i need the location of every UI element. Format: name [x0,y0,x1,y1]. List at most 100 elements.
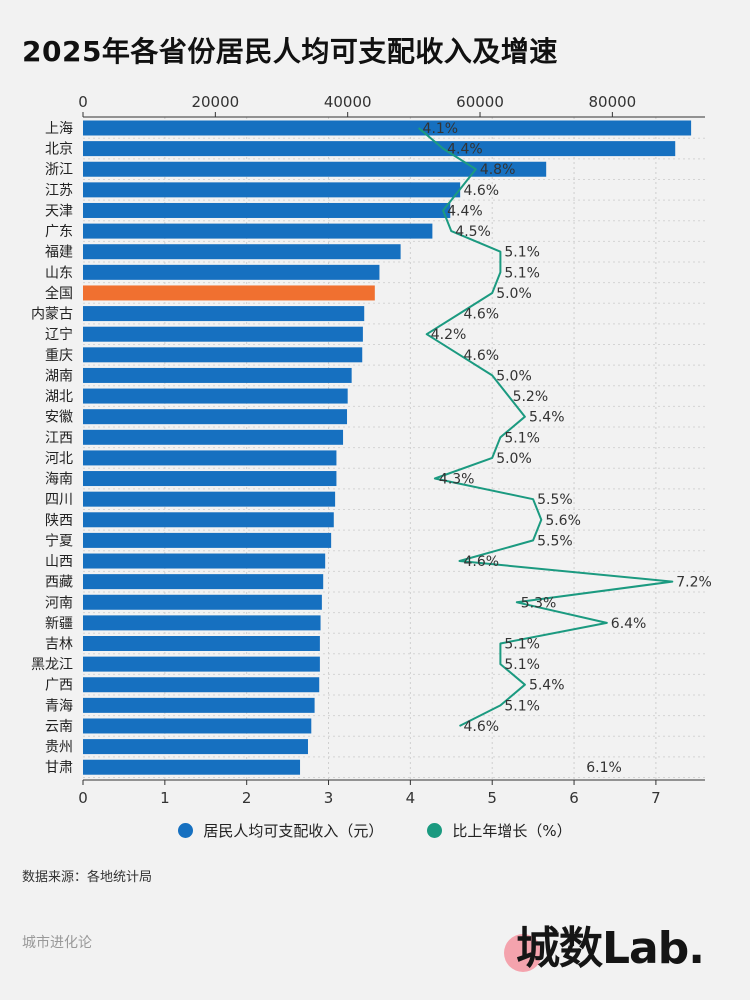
category-label: 广西 [45,678,73,694]
category-label: 贵州 [45,740,73,756]
category-label: 湖南 [45,368,73,384]
category-label: 辽宁 [45,326,73,343]
category-label: 青海 [45,698,73,714]
growth-label: 4.4% [447,142,483,158]
legend-item-growth: 比上年增长（%） [427,820,572,841]
bottom-axis-tick-label: 2 [242,789,252,807]
legend-label-income: 居民人均可支配收入（元） [203,822,384,840]
bottom-axis-tick-label: 3 [324,789,334,807]
growth-label: 5.1% [504,637,540,653]
top-axis-tick-label: 20000 [191,93,239,111]
growth-label: 4.6% [463,554,499,570]
category-label: 陕西 [45,513,73,529]
category-label: 云南 [45,719,73,735]
bar [83,264,380,280]
growth-label: 5.4% [529,410,565,426]
category-label: 浙江 [45,162,73,178]
bottom-axis-tick-label: 6 [569,789,579,807]
bottom-axis-tick-label: 4 [406,789,416,807]
bar [83,367,352,383]
bar [83,471,337,487]
bar [83,512,334,528]
category-label: 海南 [45,472,73,488]
legend-swatch-income [178,823,194,838]
logo-text: 城数Lab. [516,923,705,974]
category-label: 广东 [45,224,73,240]
growth-label: 7.2% [676,575,712,591]
growth-label: 4.2% [431,327,467,343]
legend-item-income: 居民人均可支配收入（元） [178,820,383,841]
legend: 居民人均可支配收入（元） 比上年增长（%） [0,820,750,841]
data-source: 数据来源：各地统计局 [22,870,153,885]
bar [83,718,312,734]
category-label: 甘肃 [45,760,73,776]
growth-label: 4.4% [447,203,483,219]
bar [83,326,363,342]
category-label: 宁夏 [45,532,73,549]
logo-circle-icon [504,934,542,972]
category-label: 上海 [45,121,73,137]
bar [83,388,348,404]
category-label: 全国 [45,285,73,302]
brand-logo: 城数Lab. [502,900,732,980]
growth-label: 5.4% [529,678,565,694]
category-label: 福建 [45,245,73,261]
growth-label: 5.1% [504,265,540,281]
bottom-axis-tick-label: 5 [487,789,497,807]
bar [83,141,676,157]
bar [83,553,326,569]
growth-label: 4.3% [439,472,475,488]
growth-label: 4.5% [455,224,491,240]
category-label: 山东 [45,265,73,281]
bar [83,677,320,693]
bar [83,161,547,177]
bar [83,450,337,466]
bar [83,491,336,507]
category-label: 山西 [45,554,73,570]
growth-label: 4.1% [423,121,459,137]
bar [83,656,320,672]
category-label: 吉林 [45,637,73,653]
growth-label: 5.1% [504,245,540,261]
bar [83,574,324,590]
bar [83,636,320,651]
growth-label: 5.3% [521,595,557,611]
bar [83,244,401,260]
bar [83,223,433,239]
growth-label: 4.6% [463,307,499,323]
category-label: 江苏 [45,183,73,199]
growth-label: 4.8% [480,162,516,178]
bar [83,182,461,198]
growth-label: 5.5% [537,492,573,508]
growth-label: 4.6% [463,348,499,364]
growth-label: 5.1% [504,430,540,446]
category-label: 江西 [45,430,73,446]
bar [83,285,375,301]
bar [83,347,363,363]
bottom-axis-tick-label: 0 [78,789,88,807]
bar [83,615,321,631]
category-label: 河北 [45,451,73,467]
top-axis-tick-label: 80000 [589,93,637,111]
growth-label: 5.0% [496,286,532,302]
growth-label: 6.1% [586,760,622,776]
top-axis-tick-label: 0 [78,93,88,111]
growth-label: 5.1% [504,698,540,714]
chart-title: 2025年各省份居民人均可支配收入及增速 [22,35,558,68]
legend-swatch-growth [427,823,443,838]
category-label: 内蒙古 [31,307,73,323]
bar [83,306,365,322]
category-label: 河南 [45,595,73,611]
bar [83,759,301,775]
bar [83,594,322,610]
growth-label: 5.1% [504,657,540,673]
category-label: 北京 [45,142,73,158]
growth-label: 4.6% [463,183,499,199]
growth-label: 5.0% [496,451,532,467]
growth-label: 5.5% [537,533,573,549]
category-label: 安徽 [45,410,73,426]
growth-label: 4.6% [463,719,499,735]
category-label: 重庆 [45,348,73,364]
bar [83,697,315,713]
growth-label: 6.4% [611,616,647,632]
